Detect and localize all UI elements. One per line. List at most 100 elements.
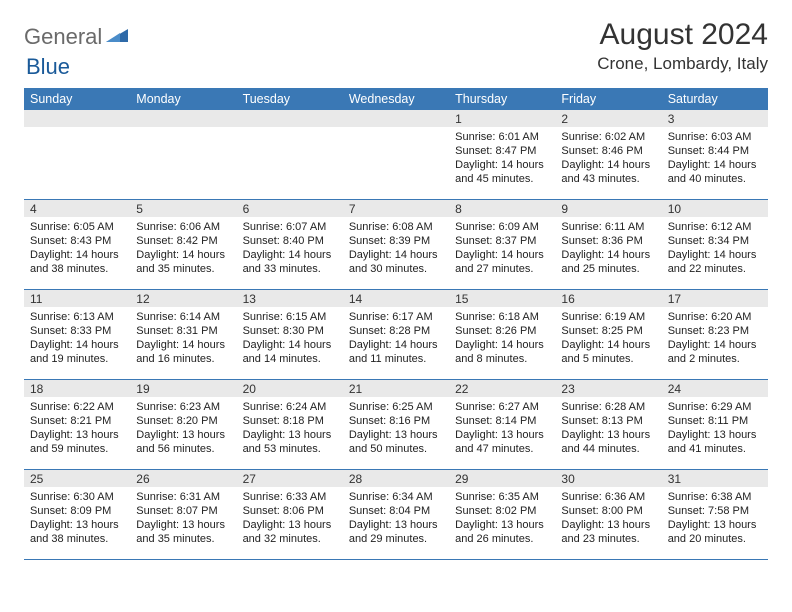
daylight: Daylight: 14 hours and 11 minutes.	[349, 338, 445, 366]
day-body: Sunrise: 6:35 AMSunset: 8:02 PMDaylight:…	[449, 487, 555, 548]
calendar: SundayMondayTuesdayWednesdayThursdayFrid…	[24, 88, 768, 560]
daylight: Daylight: 14 hours and 38 minutes.	[30, 248, 126, 276]
sunrise: Sunrise: 6:28 AM	[561, 400, 657, 414]
sunset: Sunset: 8:02 PM	[455, 504, 551, 518]
day-number	[237, 110, 343, 127]
week-row: 25Sunrise: 6:30 AMSunset: 8:09 PMDayligh…	[24, 470, 768, 560]
sunrise: Sunrise: 6:14 AM	[136, 310, 232, 324]
daylight: Daylight: 13 hours and 56 minutes.	[136, 428, 232, 456]
daylight: Daylight: 13 hours and 38 minutes.	[30, 518, 126, 546]
daylight: Daylight: 13 hours and 53 minutes.	[243, 428, 339, 456]
day-cell	[130, 110, 236, 199]
day-body: Sunrise: 6:23 AMSunset: 8:20 PMDaylight:…	[130, 397, 236, 458]
day-body: Sunrise: 6:33 AMSunset: 8:06 PMDaylight:…	[237, 487, 343, 548]
day-number: 7	[343, 200, 449, 217]
sunrise: Sunrise: 6:03 AM	[668, 130, 764, 144]
day-body: Sunrise: 6:19 AMSunset: 8:25 PMDaylight:…	[555, 307, 661, 368]
weekday-sunday: Sunday	[24, 89, 130, 110]
sunrise: Sunrise: 6:01 AM	[455, 130, 551, 144]
sunset: Sunset: 8:16 PM	[349, 414, 445, 428]
day-cell: 8Sunrise: 6:09 AMSunset: 8:37 PMDaylight…	[449, 200, 555, 289]
day-cell: 29Sunrise: 6:35 AMSunset: 8:02 PMDayligh…	[449, 470, 555, 559]
day-body: Sunrise: 6:17 AMSunset: 8:28 PMDaylight:…	[343, 307, 449, 368]
day-cell: 10Sunrise: 6:12 AMSunset: 8:34 PMDayligh…	[662, 200, 768, 289]
daylight: Daylight: 13 hours and 32 minutes.	[243, 518, 339, 546]
title-block: August 2024 Crone, Lombardy, Italy	[597, 18, 768, 74]
sunset: Sunset: 8:25 PM	[561, 324, 657, 338]
sunrise: Sunrise: 6:15 AM	[243, 310, 339, 324]
day-number: 23	[555, 380, 661, 397]
week-row: 11Sunrise: 6:13 AMSunset: 8:33 PMDayligh…	[24, 290, 768, 380]
week-row: 18Sunrise: 6:22 AMSunset: 8:21 PMDayligh…	[24, 380, 768, 470]
sunrise: Sunrise: 6:24 AM	[243, 400, 339, 414]
daylight: Daylight: 13 hours and 29 minutes.	[349, 518, 445, 546]
day-number: 12	[130, 290, 236, 307]
daylight: Daylight: 13 hours and 47 minutes.	[455, 428, 551, 456]
weekday-thursday: Thursday	[449, 89, 555, 110]
day-number: 10	[662, 200, 768, 217]
day-body: Sunrise: 6:36 AMSunset: 8:00 PMDaylight:…	[555, 487, 661, 548]
week-row: 1Sunrise: 6:01 AMSunset: 8:47 PMDaylight…	[24, 110, 768, 200]
day-cell: 14Sunrise: 6:17 AMSunset: 8:28 PMDayligh…	[343, 290, 449, 379]
sunrise: Sunrise: 6:20 AM	[668, 310, 764, 324]
sunset: Sunset: 8:00 PM	[561, 504, 657, 518]
sunset: Sunset: 8:31 PM	[136, 324, 232, 338]
sunset: Sunset: 8:46 PM	[561, 144, 657, 158]
day-body: Sunrise: 6:07 AMSunset: 8:40 PMDaylight:…	[237, 217, 343, 278]
weekday-saturday: Saturday	[662, 89, 768, 110]
day-body: Sunrise: 6:08 AMSunset: 8:39 PMDaylight:…	[343, 217, 449, 278]
daylight: Daylight: 14 hours and 30 minutes.	[349, 248, 445, 276]
daylight: Daylight: 13 hours and 20 minutes.	[668, 518, 764, 546]
day-cell	[237, 110, 343, 199]
sunset: Sunset: 8:30 PM	[243, 324, 339, 338]
day-number: 16	[555, 290, 661, 307]
day-number: 24	[662, 380, 768, 397]
daylight: Daylight: 13 hours and 23 minutes.	[561, 518, 657, 546]
daylight: Daylight: 13 hours and 26 minutes.	[455, 518, 551, 546]
sunrise: Sunrise: 6:05 AM	[30, 220, 126, 234]
daylight: Daylight: 13 hours and 44 minutes.	[561, 428, 657, 456]
sunrise: Sunrise: 6:34 AM	[349, 490, 445, 504]
day-cell: 17Sunrise: 6:20 AMSunset: 8:23 PMDayligh…	[662, 290, 768, 379]
day-number: 27	[237, 470, 343, 487]
sunrise: Sunrise: 6:25 AM	[349, 400, 445, 414]
day-number: 22	[449, 380, 555, 397]
day-number: 28	[343, 470, 449, 487]
day-body: Sunrise: 6:20 AMSunset: 8:23 PMDaylight:…	[662, 307, 768, 368]
day-number: 29	[449, 470, 555, 487]
sunrise: Sunrise: 6:38 AM	[668, 490, 764, 504]
day-number: 26	[130, 470, 236, 487]
day-body: Sunrise: 6:25 AMSunset: 8:16 PMDaylight:…	[343, 397, 449, 458]
sunrise: Sunrise: 6:06 AM	[136, 220, 232, 234]
sunset: Sunset: 8:37 PM	[455, 234, 551, 248]
sunset: Sunset: 8:44 PM	[668, 144, 764, 158]
day-number: 9	[555, 200, 661, 217]
daylight: Daylight: 14 hours and 27 minutes.	[455, 248, 551, 276]
day-number: 4	[24, 200, 130, 217]
logo-mark-icon	[106, 26, 128, 49]
day-number: 18	[24, 380, 130, 397]
day-number: 1	[449, 110, 555, 127]
day-body: Sunrise: 6:18 AMSunset: 8:26 PMDaylight:…	[449, 307, 555, 368]
day-body: Sunrise: 6:02 AMSunset: 8:46 PMDaylight:…	[555, 127, 661, 188]
sunset: Sunset: 8:39 PM	[349, 234, 445, 248]
daylight: Daylight: 14 hours and 16 minutes.	[136, 338, 232, 366]
sunrise: Sunrise: 6:30 AM	[30, 490, 126, 504]
sunset: Sunset: 8:40 PM	[243, 234, 339, 248]
day-body: Sunrise: 6:29 AMSunset: 8:11 PMDaylight:…	[662, 397, 768, 458]
weekday-tuesday: Tuesday	[237, 89, 343, 110]
sunrise: Sunrise: 6:19 AM	[561, 310, 657, 324]
day-body: Sunrise: 6:38 AMSunset: 7:58 PMDaylight:…	[662, 487, 768, 548]
sunset: Sunset: 8:23 PM	[668, 324, 764, 338]
week-row: 4Sunrise: 6:05 AMSunset: 8:43 PMDaylight…	[24, 200, 768, 290]
sunrise: Sunrise: 6:31 AM	[136, 490, 232, 504]
daylight: Daylight: 14 hours and 5 minutes.	[561, 338, 657, 366]
sunset: Sunset: 8:28 PM	[349, 324, 445, 338]
day-body: Sunrise: 6:12 AMSunset: 8:34 PMDaylight:…	[662, 217, 768, 278]
day-number: 30	[555, 470, 661, 487]
weekday-wednesday: Wednesday	[343, 89, 449, 110]
sunrise: Sunrise: 6:36 AM	[561, 490, 657, 504]
day-body: Sunrise: 6:09 AMSunset: 8:37 PMDaylight:…	[449, 217, 555, 278]
day-cell: 30Sunrise: 6:36 AMSunset: 8:00 PMDayligh…	[555, 470, 661, 559]
sunrise: Sunrise: 6:12 AM	[668, 220, 764, 234]
